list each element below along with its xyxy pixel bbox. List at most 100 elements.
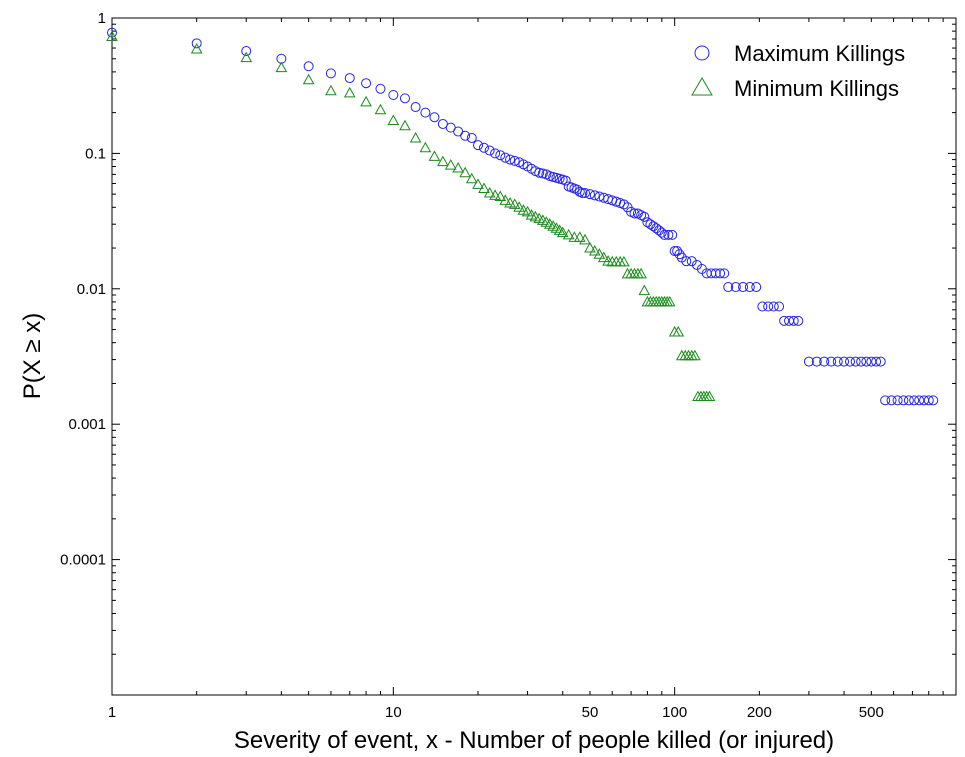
data-point-circle <box>744 282 755 293</box>
data-point-circle <box>410 102 421 113</box>
data-point-circle <box>819 356 830 367</box>
series-circle <box>107 27 939 406</box>
data-point-triangle <box>374 103 387 115</box>
x-tick-label: 500 <box>859 704 884 721</box>
plot-frame <box>111 17 957 696</box>
data-point-circle <box>399 93 410 104</box>
data-point-circle <box>303 61 314 72</box>
data-point-circle <box>875 356 886 367</box>
data-point-triangle <box>513 201 525 212</box>
data-point-triangle <box>635 267 647 279</box>
data-point-triangle <box>593 248 606 259</box>
data-point-triangle <box>625 267 637 279</box>
data-point-circle <box>495 150 506 161</box>
data-point-triangle <box>483 186 496 198</box>
data-point-triangle <box>387 114 400 125</box>
axis-ticks <box>111 17 956 696</box>
data-point-circle <box>500 152 511 163</box>
y-tick-label: 0.01 <box>77 281 106 298</box>
legend-marker-maximum <box>694 45 710 61</box>
data-point-triangle <box>472 178 484 189</box>
data-point-triangle <box>579 233 591 245</box>
data-point-circle <box>388 89 399 100</box>
data-point-triangle <box>504 196 516 208</box>
data-point-circle <box>453 126 464 137</box>
data-point-circle <box>768 301 779 312</box>
data-point-circle <box>674 249 685 260</box>
data-point-circle <box>191 38 202 49</box>
data-point-triangle <box>573 231 586 242</box>
data-point-circle <box>241 46 252 57</box>
data-point-circle <box>473 140 484 151</box>
x-tick-label: 100 <box>662 704 687 721</box>
data-point-triangle <box>489 189 501 200</box>
data-point-circle <box>880 395 891 406</box>
data-point-triangle <box>399 119 411 131</box>
data-point-triangle <box>588 245 601 256</box>
series-triangle <box>106 30 716 402</box>
data-point-circle <box>886 395 897 406</box>
x-tick-label: 1 <box>108 704 116 721</box>
data-point-circle <box>914 395 925 406</box>
data-point-triangle <box>452 161 465 173</box>
data-point-triangle <box>302 73 315 85</box>
data-point-triangle <box>628 267 641 279</box>
data-point-circle <box>856 356 867 367</box>
y-tick-label: 0.0001 <box>60 552 106 569</box>
data-point-circle <box>681 256 692 267</box>
data-point-circle <box>584 189 595 200</box>
data-point-circle <box>839 356 850 367</box>
data-point-circle <box>579 187 590 198</box>
data-point-circle <box>656 227 667 238</box>
data-point-circle <box>788 315 799 326</box>
data-point-circle <box>723 282 734 293</box>
data-point-circle <box>803 356 814 367</box>
data-point-triangle <box>419 141 432 153</box>
data-point-triangle <box>584 242 596 253</box>
data-point-circle <box>715 268 726 279</box>
data-point-circle <box>344 73 355 84</box>
data-point-circle <box>659 229 670 240</box>
data-point-triangle <box>521 205 534 217</box>
data-point-triangle <box>668 325 681 337</box>
data-point-circle <box>490 148 501 159</box>
data-point-circle <box>361 78 372 89</box>
legend: Maximum Killings Minimum Killings <box>691 41 905 101</box>
data-point-circle <box>672 246 683 257</box>
data-point-triangle <box>325 84 337 96</box>
data-point-circle <box>509 155 520 166</box>
data-point-circle <box>928 395 939 406</box>
data-point-circle <box>667 229 678 240</box>
x-axis-label: Severity of event, x - Number of people … <box>234 727 834 754</box>
data-point-circle <box>710 268 721 279</box>
data-point-circle <box>478 142 489 153</box>
data-point-circle <box>861 356 872 367</box>
data-point-triangle <box>621 267 634 279</box>
data-point-circle <box>898 395 909 406</box>
data-point-circle <box>484 145 495 156</box>
data-series <box>106 27 939 406</box>
data-point-circle <box>534 167 545 178</box>
data-point-circle <box>903 395 914 406</box>
data-point-circle <box>757 301 768 312</box>
data-point-triangle <box>672 325 685 337</box>
data-point-circle <box>763 301 774 312</box>
data-point-circle <box>636 210 647 221</box>
data-point-triangle <box>437 155 449 167</box>
data-point-circle <box>460 130 471 141</box>
data-point-circle <box>719 268 730 279</box>
data-point-circle <box>774 301 785 312</box>
data-point-circle <box>420 107 431 118</box>
data-point-circle <box>537 168 548 179</box>
data-point-circle <box>826 356 837 367</box>
data-point-circle <box>730 282 741 293</box>
data-point-triangle <box>547 220 560 231</box>
data-point-circle <box>639 211 650 222</box>
data-point-circle <box>663 229 674 240</box>
data-point-circle <box>505 154 516 165</box>
x-tick-label: 50 <box>582 704 599 721</box>
data-point-circle <box>892 395 903 406</box>
data-point-circle <box>909 395 920 406</box>
legend-marker-minimum <box>691 77 713 96</box>
